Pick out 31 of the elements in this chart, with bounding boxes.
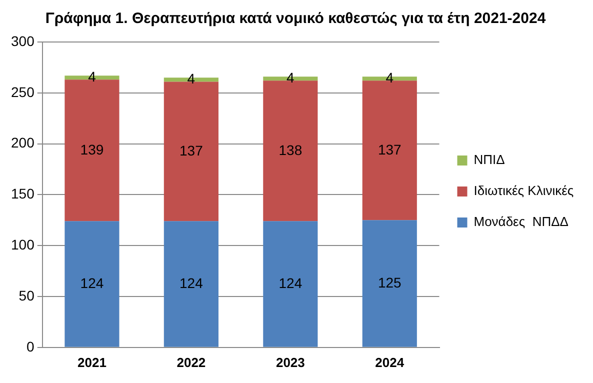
- bar: [64, 80, 120, 222]
- legend-label: ΝΠΙΔ: [474, 152, 506, 168]
- bar: [164, 221, 218, 347]
- bar: [64, 221, 120, 347]
- data-label: 125: [378, 274, 402, 290]
- bar: [362, 80, 417, 220]
- data-label: 138: [278, 142, 302, 158]
- x-tick-label: 2024: [375, 354, 405, 370]
- y-tick-label: 0: [26, 338, 35, 354]
- data-label: 139: [80, 141, 104, 158]
- bar: [164, 82, 218, 222]
- data-label: 124: [180, 274, 204, 291]
- legend-label: Μονάδες ΝΠΔΔ: [474, 214, 569, 230]
- y-tick-label: 150: [11, 186, 35, 202]
- bar: [362, 220, 417, 347]
- y-tick-label: 50: [18, 287, 35, 304]
- chart-title: Γράφημα 1. Θεραπευτήρια κατά νομικό καθεστώς για τα έτη 2021-2024: [45, 10, 546, 28]
- data-label: 124: [278, 274, 302, 291]
- data-label: 124: [80, 274, 104, 291]
- y-tick-label: 250: [11, 84, 35, 100]
- x-tick-label: 2022: [176, 354, 206, 370]
- x-tick-label: 2021: [78, 354, 106, 370]
- bar: [263, 221, 318, 347]
- y-tick-label: 300: [11, 32, 35, 49]
- data-label: 137: [378, 141, 402, 158]
- bar: [263, 80, 318, 222]
- y-tick-label: 100: [11, 236, 35, 252]
- data-label: 137: [180, 142, 204, 158]
- x-tick-label: 2023: [276, 354, 305, 370]
- y-tick-label: 200: [11, 134, 35, 151]
- legend-label: Ιδιωτικές Κλινικές: [474, 183, 574, 198]
